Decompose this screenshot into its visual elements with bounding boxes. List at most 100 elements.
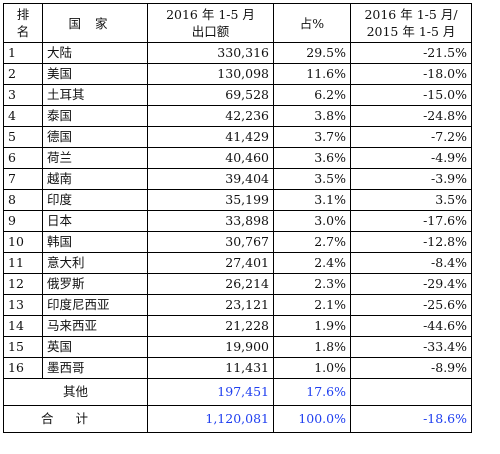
cell-share: 3.0%	[273, 210, 351, 232]
header-share: 占%	[273, 3, 351, 43]
cell-share: 6.2%	[273, 84, 351, 106]
cell-value: 39,404	[147, 168, 274, 190]
cell-country: 大陆	[42, 42, 148, 64]
cell-rank: 16	[3, 357, 43, 379]
cell-value: 69,528	[147, 84, 274, 106]
cell-yoy: -15.0%	[350, 84, 472, 106]
cell-value: 42,236	[147, 105, 274, 127]
header-country: 国家	[42, 3, 148, 43]
cell-value: 35,199	[147, 189, 274, 211]
cell-rank: 4	[3, 105, 43, 127]
cell-yoy: 3.5%	[350, 189, 472, 211]
table-row: 7 越南 39,404 3.5% -3.9%	[3, 168, 472, 190]
cell-yoy: -18.0%	[350, 63, 472, 85]
cell-rank: 9	[3, 210, 43, 232]
cell-yoy: -24.8%	[350, 105, 472, 127]
cell-share: 2.7%	[273, 231, 351, 253]
cell-yoy: -8.4%	[350, 252, 472, 274]
cell-value: 41,429	[147, 126, 274, 148]
cell-yoy: -3.9%	[350, 168, 472, 190]
table-row: 15 英国 19,900 1.8% -33.4%	[3, 336, 472, 358]
cell-yoy: -7.2%	[350, 126, 472, 148]
cell-share: 3.1%	[273, 189, 351, 211]
cell-country: 泰国	[42, 105, 148, 127]
cell-value: 33,898	[147, 210, 274, 232]
cell-share: 2.1%	[273, 294, 351, 316]
table-row: 6 荷兰 40,460 3.6% -4.9%	[3, 147, 472, 169]
cell-rank: 5	[3, 126, 43, 148]
table-row: 4 泰国 42,236 3.8% -24.8%	[3, 105, 472, 127]
header-yoy-line1: 2016 年 1-5 月/	[364, 7, 458, 22]
cell-yoy: -33.4%	[350, 336, 472, 358]
cell-country: 德国	[42, 126, 148, 148]
header-yoy: 2016 年 1-5 月/ 2015 年 1-5 月	[350, 3, 472, 43]
cell-yoy: -4.9%	[350, 147, 472, 169]
header-rank: 排 名	[3, 3, 43, 43]
table-row: 2 美国 130,098 11.6% -18.0%	[3, 63, 472, 85]
cell-value: 21,228	[147, 315, 274, 337]
table-row: 14 马来西亚 21,228 1.9% -44.6%	[3, 315, 472, 337]
cell-rank: 15	[3, 336, 43, 358]
cell-value: 30,767	[147, 231, 274, 253]
export-ranking-table: 排 名 国家 2016 年 1-5 月 出口额 占% 2016 年 1-5 月/…	[3, 3, 472, 433]
header-rank-line2: 名	[16, 24, 30, 39]
table-body: 1 大陆 330,316 29.5% -21.5% 2 美国 130,098 1…	[3, 42, 472, 433]
cell-value: 11,431	[147, 357, 274, 379]
header-value-line1: 2016 年 1-5 月	[166, 7, 255, 22]
table-row: 12 俄罗斯 26,214 2.3% -29.4%	[3, 273, 472, 295]
total-label: 合计	[3, 405, 148, 433]
cell-value: 23,121	[147, 294, 274, 316]
cell-share: 3.8%	[273, 105, 351, 127]
cell-share: 3.6%	[273, 147, 351, 169]
cell-country: 美国	[42, 63, 148, 85]
table-row: 10 韩国 30,767 2.7% -12.8%	[3, 231, 472, 253]
header-value-line2: 出口额	[191, 24, 230, 39]
table-row: 13 印度尼西亚 23,121 2.1% -25.6%	[3, 294, 472, 316]
cell-share: 1.8%	[273, 336, 351, 358]
other-share: 17.6%	[273, 378, 351, 406]
cell-value: 27,401	[147, 252, 274, 274]
cell-country: 马来西亚	[42, 315, 148, 337]
other-label: 其他	[3, 378, 148, 406]
cell-yoy: -25.6%	[350, 294, 472, 316]
cell-share: 3.7%	[273, 126, 351, 148]
header-yoy-line2: 2015 年 1-5 月	[366, 24, 456, 39]
cell-rank: 14	[3, 315, 43, 337]
cell-share: 11.6%	[273, 63, 351, 85]
table-header-row: 排 名 国家 2016 年 1-5 月 出口额 占% 2016 年 1-5 月/…	[3, 3, 472, 43]
cell-country: 俄罗斯	[42, 273, 148, 295]
table-row: 16 墨西哥 11,431 1.0% -8.9%	[3, 357, 472, 379]
cell-share: 3.5%	[273, 168, 351, 190]
cell-country: 荷兰	[42, 147, 148, 169]
total-row: 合计 1,120,081 100.0% -18.6%	[3, 405, 472, 433]
cell-country: 英国	[42, 336, 148, 358]
table-row: 1 大陆 330,316 29.5% -21.5%	[3, 42, 472, 64]
cell-yoy: -12.8%	[350, 231, 472, 253]
cell-rank: 3	[3, 84, 43, 106]
cell-share: 1.9%	[273, 315, 351, 337]
cell-rank: 6	[3, 147, 43, 169]
cell-rank: 13	[3, 294, 43, 316]
table-row: 8 印度 35,199 3.1% 3.5%	[3, 189, 472, 211]
header-export-value: 2016 年 1-5 月 出口额	[147, 3, 274, 43]
cell-share: 1.0%	[273, 357, 351, 379]
cell-country: 意大利	[42, 252, 148, 274]
cell-value: 40,460	[147, 147, 274, 169]
other-value: 197,451	[147, 378, 274, 406]
cell-rank: 2	[3, 63, 43, 85]
table-row: 9 日本 33,898 3.0% -17.6%	[3, 210, 472, 232]
cell-yoy: -29.4%	[350, 273, 472, 295]
cell-rank: 1	[3, 42, 43, 64]
cell-country: 日本	[42, 210, 148, 232]
total-yoy: -18.6%	[350, 405, 472, 433]
cell-country: 墨西哥	[42, 357, 148, 379]
other-yoy	[350, 378, 472, 406]
cell-country: 土耳其	[42, 84, 148, 106]
total-value: 1,120,081	[147, 405, 274, 433]
cell-yoy: -17.6%	[350, 210, 472, 232]
cell-country: 韩国	[42, 231, 148, 253]
cell-yoy: -21.5%	[350, 42, 472, 64]
cell-country: 印度	[42, 189, 148, 211]
table-row: 3 土耳其 69,528 6.2% -15.0%	[3, 84, 472, 106]
header-rank-line1: 排	[16, 7, 30, 22]
